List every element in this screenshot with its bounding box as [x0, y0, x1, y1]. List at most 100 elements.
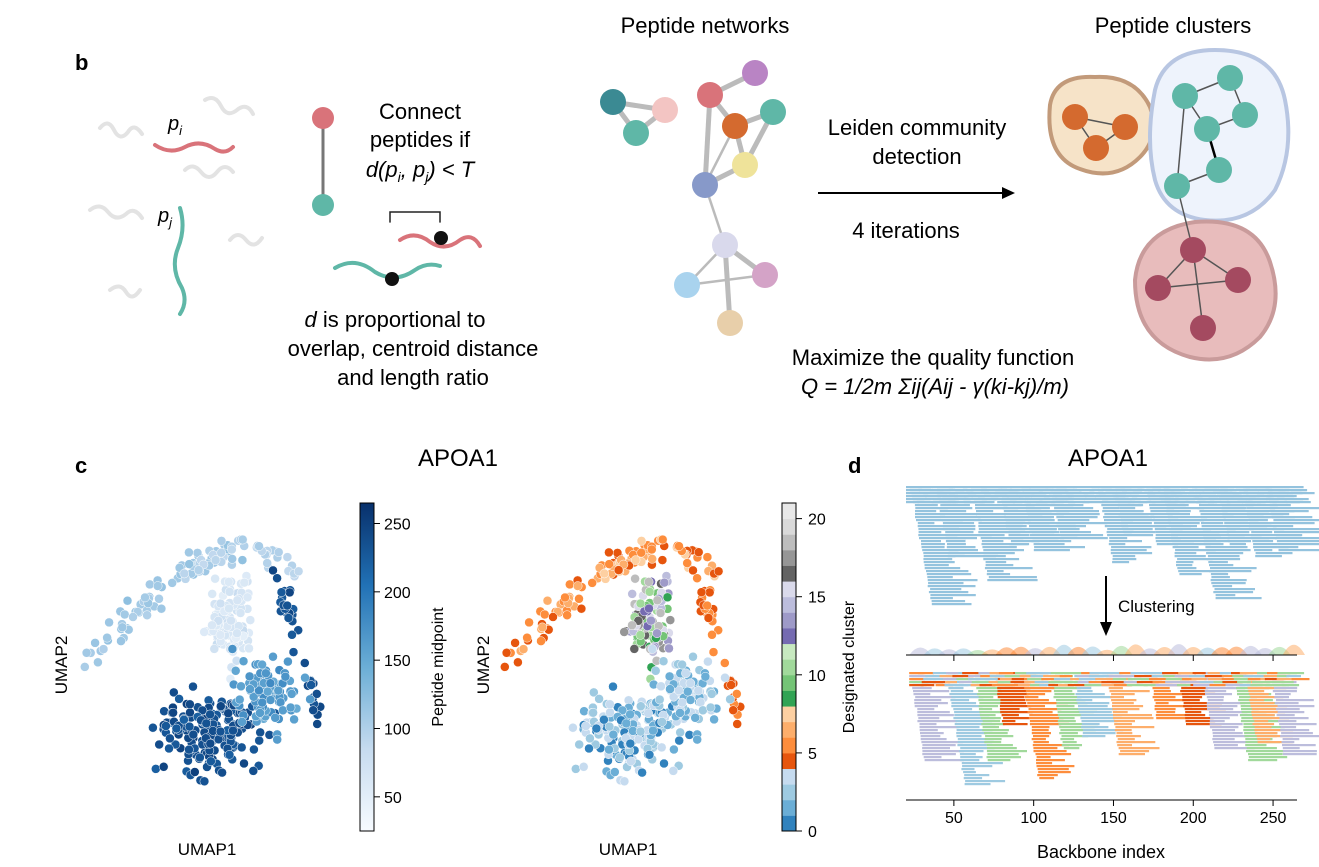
leiden-text-1: Leiden community	[828, 115, 1007, 140]
peptide-bar	[1227, 534, 1262, 537]
umap-point	[705, 702, 716, 713]
peptide-bar	[998, 486, 1013, 489]
umap-point	[635, 630, 646, 640]
peptide-bar	[1027, 516, 1054, 519]
peptide-bar	[957, 741, 993, 744]
peptide-bar	[1211, 576, 1230, 579]
peptide-bar	[1080, 717, 1116, 720]
peptide-bar	[1281, 681, 1294, 684]
peptide-bar	[1026, 693, 1046, 696]
peptide-bar	[1205, 546, 1248, 549]
peptide-bar	[978, 708, 993, 711]
peptide-bar	[1028, 486, 1051, 489]
peptide-bar	[945, 540, 966, 543]
peptide-bar	[1265, 486, 1290, 489]
peptide-bar	[956, 732, 987, 735]
peptide-bar	[1165, 678, 1185, 681]
peptide-bar	[1154, 528, 1183, 531]
prop-text-2: overlap, centroid distance	[288, 336, 539, 361]
peptide-bar	[941, 519, 982, 522]
umap-point	[188, 729, 199, 740]
peptide-bar	[1242, 501, 1262, 504]
peptide-bar	[919, 537, 966, 540]
umap-point	[610, 767, 620, 777]
peptide-bar	[1172, 540, 1221, 543]
peptide-bar	[1275, 693, 1291, 696]
peptide-bar	[921, 540, 941, 543]
umap-point	[280, 671, 291, 682]
peptide-bar	[982, 720, 1001, 723]
peptide-bar	[1212, 732, 1243, 735]
peptide-bar	[1068, 495, 1087, 498]
peptide-bar	[1239, 684, 1258, 687]
peptide-bar	[1185, 717, 1214, 720]
peptide-bar	[1095, 678, 1114, 681]
peptide-bar	[997, 681, 1011, 684]
peptide-bar	[1084, 498, 1109, 501]
umap-point	[572, 581, 583, 591]
peptide-bar	[1159, 495, 1179, 498]
peptide-bar	[1083, 492, 1106, 495]
umap-point	[685, 695, 696, 705]
umap-point	[579, 706, 589, 716]
panel-d-xlabel: Backbone index	[1037, 842, 1165, 862]
peptide-bar	[1005, 492, 1023, 495]
umap-point	[282, 552, 293, 562]
peptide-bar	[927, 579, 978, 582]
peptide-bar	[1248, 516, 1295, 519]
peptide-bar	[1057, 714, 1082, 717]
umap-point	[207, 589, 217, 599]
umap-point	[179, 714, 189, 725]
peptide-bar	[1036, 756, 1051, 759]
peptide-bar	[1241, 708, 1259, 711]
peptide-bar	[1109, 690, 1150, 693]
umap-point	[179, 568, 190, 579]
umap-point	[594, 694, 604, 704]
peptide-bar	[1026, 510, 1070, 513]
peptide-bar	[1232, 492, 1249, 495]
peptide-bar	[1127, 501, 1148, 504]
peptide-bar	[1117, 504, 1142, 507]
peptide-bar	[1209, 570, 1252, 573]
peptide-bar	[1112, 492, 1132, 495]
panel-d: d APOA1 Clustering 50 100 150 200 250 Backbo…	[848, 445, 1319, 862]
peptide-bar	[1202, 531, 1229, 534]
peptide-bar	[1284, 498, 1304, 501]
peptide-bar	[1115, 726, 1155, 729]
peptide-bar	[1226, 501, 1244, 504]
peptide-bar	[1059, 675, 1073, 678]
umap-point	[257, 659, 267, 670]
peptide-bar	[951, 705, 983, 708]
clustering-text: Clustering	[1118, 597, 1195, 616]
umap-point	[630, 573, 640, 584]
peptide-bar	[1200, 513, 1234, 516]
formula-text: Q = 1/2m Σij(Aij - γ(ki-kj)/m)	[801, 374, 1069, 399]
peptide-bar	[1089, 489, 1104, 492]
peptide-bar	[1250, 696, 1284, 699]
peptide-bar	[919, 723, 937, 726]
peptide-bar	[1185, 498, 1206, 501]
umap-point	[732, 689, 742, 699]
peptide-bar	[982, 726, 999, 729]
umap-point	[636, 547, 646, 558]
peptide-bar	[1011, 678, 1024, 681]
peptide-bar	[1257, 738, 1271, 741]
peptide-bar	[1280, 729, 1310, 732]
label-pi: pi	[167, 113, 183, 138]
umap-point	[637, 767, 647, 778]
peptide-bars-top	[906, 486, 1319, 606]
peptide-bar	[1116, 741, 1156, 744]
peptide-bar	[1249, 522, 1274, 525]
umap-point	[169, 687, 179, 698]
peptide-bar	[1286, 675, 1301, 678]
peptide-bar	[1026, 672, 1045, 675]
peptide-bar	[964, 495, 985, 498]
peptide-bar	[939, 513, 977, 516]
peptide-bar	[1108, 687, 1123, 690]
umap-point	[272, 734, 282, 745]
umap-point	[223, 577, 234, 587]
peptide-bar	[1210, 567, 1257, 570]
peptide-bar	[921, 543, 945, 546]
peptide-bar	[922, 549, 959, 552]
peptide-bar	[1059, 531, 1091, 534]
